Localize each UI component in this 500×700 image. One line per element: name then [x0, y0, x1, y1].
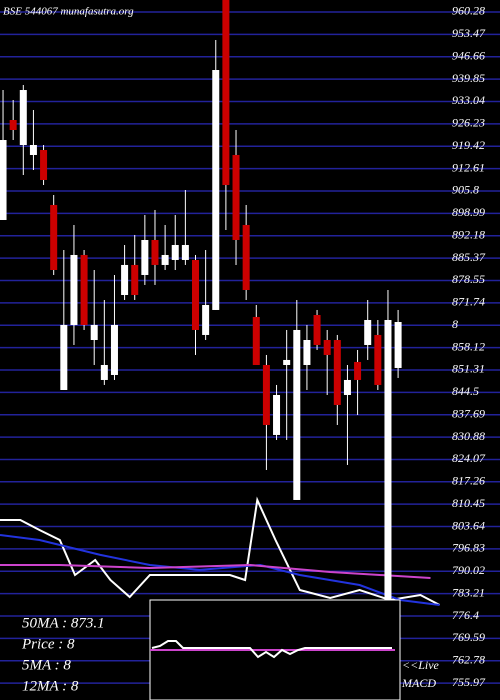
y-tick-label: 933.04 — [452, 93, 485, 107]
indicator-lines — [0, 496, 441, 606]
y-tick-label: 824.07 — [452, 451, 486, 465]
y-tick-label: 851.31 — [452, 362, 485, 376]
y-tick-label: 946.66 — [452, 48, 485, 62]
y-tick-label: 837.69 — [452, 406, 485, 420]
candle-body — [90, 324, 98, 340]
y-tick-label: 8 — [452, 317, 458, 331]
y-tick-label: 817.26 — [452, 474, 485, 488]
candle-body — [100, 364, 108, 380]
y-tick-label: 755.97 — [452, 675, 486, 689]
y-tick-label: 953.47 — [452, 26, 486, 40]
candle-body — [323, 339, 331, 355]
candle-body — [232, 154, 240, 241]
candle-body — [60, 324, 68, 390]
y-tick-label: 885.37 — [452, 250, 486, 264]
y-tick-label: 926.23 — [452, 116, 485, 130]
candle-body — [80, 254, 88, 325]
candle-body — [262, 364, 270, 425]
y-tick-label: 762.78 — [452, 653, 485, 667]
candle-body — [293, 329, 301, 500]
candle-body — [181, 244, 189, 260]
candle-body — [29, 144, 37, 155]
y-tick-label: 783.21 — [452, 585, 485, 599]
legend-entry: Price : 8 — [21, 636, 75, 652]
candle-body — [273, 394, 281, 435]
y-tick-label: 878.55 — [452, 272, 485, 286]
y-tick-label: 803.64 — [452, 518, 485, 532]
candle-body — [9, 120, 17, 130]
candle-body — [151, 240, 159, 265]
legend-entry: 5MA : 8 — [22, 657, 71, 673]
chart-title: BSE 544067 munafasutra.org — [3, 6, 134, 18]
candle-body — [141, 240, 149, 275]
candle-body — [131, 264, 139, 295]
y-tick-label: 830.88 — [452, 429, 485, 443]
y-tick-label: 858.12 — [452, 339, 485, 353]
candle-body — [222, 0, 230, 186]
candles — [0, 0, 402, 700]
y-tick-label: 919.42 — [452, 138, 485, 152]
candle-body — [70, 254, 78, 325]
y-tick-label: 939.85 — [452, 71, 485, 85]
candle-body — [121, 264, 129, 295]
y-axis: 960.28 953.47 946.66 939.85 933.04 926.23 919.… — [452, 4, 486, 689]
y-tick-label: 960.28 — [452, 4, 485, 18]
legend-entry: 50MA : 873.1 — [22, 615, 105, 631]
candle-body — [161, 254, 169, 265]
y-tick-label: 898.99 — [452, 205, 485, 219]
y-tick-label: 769.59 — [452, 630, 485, 644]
candle-body — [202, 304, 210, 335]
y-tick-label: 871.74 — [452, 295, 485, 309]
candle-body — [242, 224, 250, 290]
candle-body — [333, 339, 341, 405]
candle-body — [313, 314, 321, 345]
candle-body — [110, 324, 118, 375]
y-tick-label: 790.02 — [452, 563, 485, 577]
candle-body — [283, 359, 291, 365]
macd-panel — [149, 599, 401, 700]
candle-body — [394, 321, 402, 368]
y-tick-label: 892.18 — [452, 227, 485, 241]
candle-body — [50, 204, 58, 270]
candle-body — [252, 316, 260, 365]
candle-body — [374, 334, 382, 385]
y-tick-label: 844.5 — [452, 384, 479, 398]
y-tick-label: 905.8 — [452, 183, 479, 197]
candle-body — [40, 149, 48, 180]
indicator-line — [0, 534, 440, 606]
y-tick-label: 810.45 — [452, 496, 485, 510]
y-tick-label: 776.4 — [452, 608, 479, 622]
candle-body — [171, 244, 179, 260]
candle-body — [354, 361, 362, 380]
indicator-line — [0, 563, 431, 579]
panel-label: <<Live — [402, 658, 440, 672]
candle-body — [343, 379, 351, 395]
candle-body — [364, 319, 372, 345]
y-tick-label: 912.61 — [452, 160, 485, 174]
legend-entry: 12MA : 8 — [22, 678, 79, 694]
candle-body — [19, 90, 27, 145]
candle-body — [384, 319, 392, 700]
macd-line — [151, 640, 392, 659]
y-tick-label: 796.83 — [452, 541, 485, 555]
candle-body — [212, 70, 220, 310]
candle-body — [192, 259, 200, 330]
candle-body — [303, 339, 311, 365]
panel-label: MACD — [401, 676, 436, 690]
candle-body — [0, 140, 7, 220]
